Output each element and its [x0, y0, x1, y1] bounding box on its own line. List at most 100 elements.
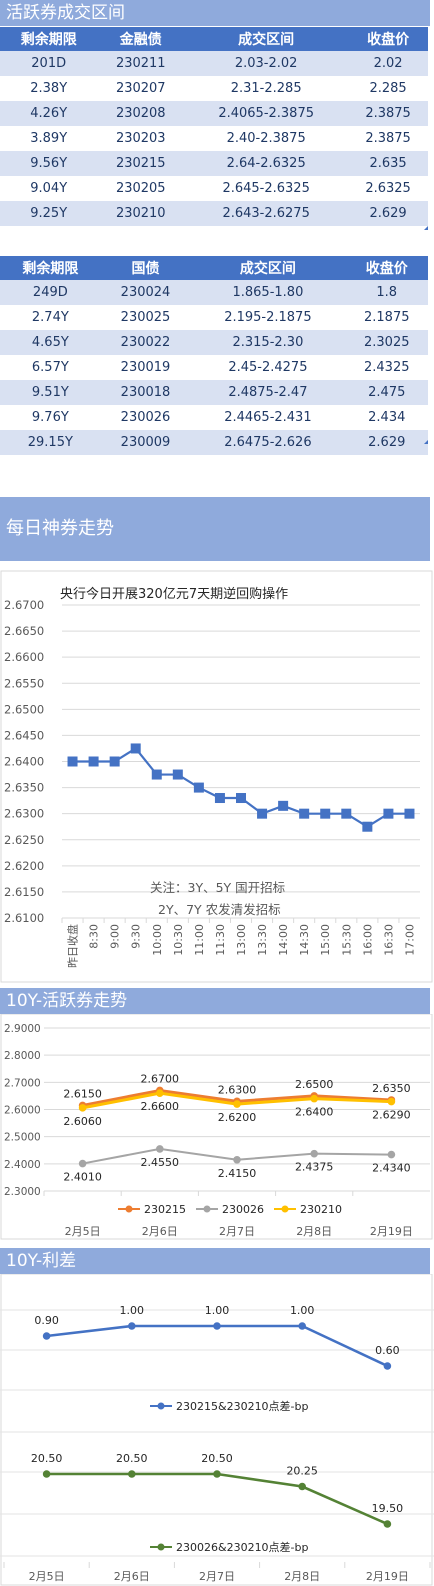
column-header: 金融债	[97, 27, 185, 51]
section-title-10y: 10Y-活跃券走势	[0, 988, 430, 1014]
table-cell: 2.6325	[348, 176, 428, 201]
data-label: 2.4150	[218, 1167, 257, 1180]
data-point	[156, 1145, 164, 1153]
table-row: 2.74Y 230025 2.195-2.1875 2.1875	[0, 305, 428, 330]
y-tick-label: 2.6450	[4, 728, 44, 742]
y-tick-label: 2.6550	[4, 676, 44, 690]
y-tick-label: 2.3000	[4, 1186, 41, 1198]
data-point	[78, 1159, 87, 1168]
data-point	[128, 1470, 136, 1478]
table-cell: 29.15Y	[0, 430, 101, 455]
annotation-text: 关注：3Y、5Y 国开招标	[150, 880, 285, 895]
data-label: 2.6700	[141, 1072, 180, 1085]
data-point	[387, 1150, 396, 1159]
data-label: 20.50	[116, 1452, 148, 1465]
table-cell: 2.315-2.30	[190, 330, 346, 355]
legend-label: 230210	[300, 1203, 342, 1216]
y-tick-label: 2.9000	[4, 1023, 41, 1035]
table-cell: 2.40-2.3875	[184, 126, 349, 151]
table-row: 249D 230024 1.865-1.80 1.8	[0, 280, 428, 305]
table-cell: 2.645-2.6325	[184, 176, 349, 201]
table-cell: 2.64-2.6325	[184, 151, 349, 176]
legend-marker	[281, 1205, 289, 1213]
x-tick-label: 9:00	[109, 924, 122, 949]
table-cell: 9.56Y	[0, 151, 98, 176]
data-label: 2.4375	[295, 1161, 334, 1174]
data-point	[67, 756, 78, 767]
table-cell: 2.629	[345, 430, 428, 455]
data-point	[193, 782, 204, 793]
table-cell: 2.643-2.6275	[184, 201, 349, 226]
data-label: 19.50	[372, 1502, 404, 1515]
column-header: 剩余期限	[0, 256, 101, 280]
data-point	[156, 1089, 164, 1097]
data-point	[214, 793, 225, 804]
table-cell: 1.8	[345, 280, 428, 305]
y-tick-label: 2.6200	[4, 859, 44, 873]
x-tick-label: 10:00	[151, 924, 164, 956]
x-tick-label: 2月8日	[284, 1570, 320, 1583]
data-point	[42, 1470, 51, 1478]
data-point	[78, 1104, 87, 1112]
table-cell: 2.3025	[345, 330, 428, 355]
table-cell: 2.1875	[345, 305, 428, 330]
table-cell: 230211	[97, 51, 185, 76]
table-cell: 230018	[100, 380, 191, 405]
x-tick-label: 15:00	[319, 924, 332, 956]
y-tick-label: 2.6500	[4, 702, 44, 716]
data-label: 2.6600	[141, 1100, 180, 1113]
x-tick-label: 2月7日	[199, 1570, 235, 1583]
table-cell: 2.195-2.1875	[190, 305, 346, 330]
x-tick-label: 13:00	[235, 924, 248, 956]
table-header-row: 剩余期限 金融债 成交区间 收盘价	[0, 27, 428, 51]
x-tick-label: 2月6日	[114, 1570, 150, 1583]
data-point	[233, 1100, 241, 1108]
data-point	[278, 800, 289, 811]
data-label: 2.6500	[295, 1078, 334, 1091]
column-header: 国债	[100, 256, 191, 280]
legend-marker	[157, 1543, 165, 1551]
table-cell: 2.4875-2.47	[190, 380, 346, 405]
table-cell: 2.4325	[345, 355, 428, 380]
column-header: 成交区间	[184, 27, 349, 51]
data-point	[298, 1482, 307, 1491]
x-tick-label: 16:30	[382, 924, 395, 956]
table-row: 3.89Y 230203 2.40-2.3875 2.3875	[0, 126, 428, 151]
treasury-bond-table: 剩余期限 国债 成交区间 收盘价 249D 230024 1.865-1.80 1.8 2.74…	[0, 256, 428, 455]
data-point	[299, 808, 310, 819]
x-tick-label: 2月7日	[219, 1225, 255, 1238]
table-cell: 230026	[100, 405, 191, 430]
table-cell: 9.51Y	[0, 380, 101, 405]
table-cell: 9.04Y	[0, 176, 98, 201]
table-cell: 2.3875	[348, 126, 428, 151]
data-label: 2.4550	[141, 1156, 180, 1169]
table-row: 9.04Y 230205 2.645-2.6325 2.6325	[0, 176, 428, 201]
x-tick-label: 8:30	[88, 924, 101, 949]
chart-frame	[0, 1014, 433, 1240]
data-point	[404, 808, 415, 819]
data-label: 2.6300	[218, 1083, 257, 1096]
data-label: 2.6150	[63, 1087, 102, 1100]
table-cell: 9.76Y	[0, 405, 101, 430]
legend-label: 230215&230210点差-bp	[176, 1399, 309, 1413]
data-point	[257, 808, 268, 819]
section-title-spread: 10Y-利差	[0, 1248, 430, 1274]
y-tick-label: 2.5000	[4, 1132, 41, 1144]
table-row: 9.25Y 230210 2.643-2.6275 2.629	[0, 201, 428, 226]
table-cell: 230207	[97, 76, 185, 101]
data-label: 2.6290	[372, 1109, 411, 1122]
chart-frame	[0, 570, 433, 983]
table-cell: 2.629	[348, 201, 428, 226]
table-cell: 230024	[100, 280, 191, 305]
x-tick-label: 2月8日	[296, 1225, 332, 1238]
table-cell: 230025	[100, 305, 191, 330]
table-cell: 249D	[0, 280, 101, 305]
data-label: 2.6350	[372, 1082, 411, 1095]
data-point	[341, 808, 352, 819]
10y-spread-chart: 2月5日 2月6日 2月7日 2月8日 2月19日 0.90 1.00 1.00 1.00 0.6…	[0, 1274, 434, 1586]
y-tick-label: 2.6300	[4, 807, 44, 821]
x-tick-label: 17:00	[403, 924, 416, 956]
section-title-active: 活跃券成交区间	[0, 0, 430, 26]
table-row: 201D 230211 2.03-2.02 2.02	[0, 51, 428, 76]
y-tick-label: 2.6100	[4, 911, 44, 925]
